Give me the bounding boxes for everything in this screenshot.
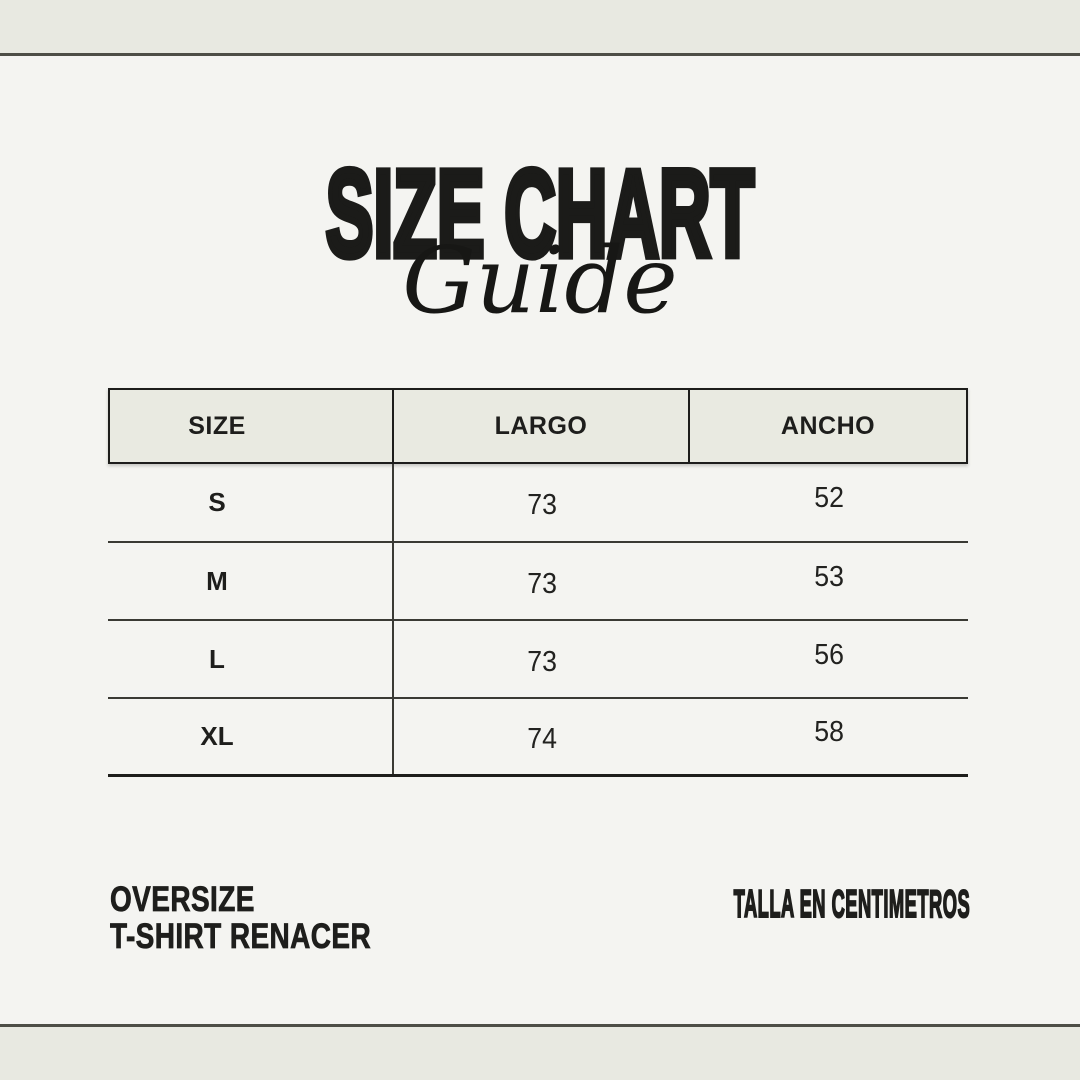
ancho-value: 58 [814,716,844,748]
largo-cell: 73 [394,621,690,697]
largo-value: 73 [527,645,557,678]
largo-cell: 74 [394,699,690,774]
size-table-header: SIZE LARGO ANCHO [108,388,968,464]
largo-value: 73 [527,489,557,521]
page-title: SIZE CHART [0,149,1080,280]
top-divider-line [0,53,1080,56]
top-band [0,0,1080,53]
unit-note: TALLA EN CENTIMETROS [733,883,970,926]
ancho-cell: 56 [690,621,968,697]
ancho-cell: 58 [690,699,968,774]
header-cell-size: SIZE [110,390,394,462]
page-subtitle-script: Guide [402,227,678,334]
product-name-line2: T-SHIRT RENACER [110,917,372,956]
product-name-line1: OVERSIZE [110,880,255,919]
size-cell: M [108,543,394,619]
ancho-value: 56 [814,638,844,671]
largo-value: 73 [527,567,557,600]
largo-value: 74 [527,723,557,755]
ancho-cell: 53 [690,543,968,619]
ancho-cell: 52 [690,464,968,541]
largo-cell: 73 [394,464,690,541]
table-row-xl: XL 74 58 [108,699,968,777]
page-title-text: SIZE CHART [324,145,757,284]
bottom-band [0,1027,1080,1080]
largo-cell: 73 [394,543,690,619]
size-cell: S [108,464,394,541]
header-cell-ancho: ANCHO [780,411,876,440]
size-cell: L [108,621,394,697]
ancho-value: 53 [814,560,844,593]
table-row-l: L 73 56 [108,621,968,699]
header-cell-largo: LARGO [394,390,690,462]
product-name: OVERSIZE T-SHIRT RENACER [110,880,372,956]
size-table: SIZE LARGO ANCHO S 73 52 M 73 53 L 73 56… [108,388,968,777]
table-row-s: S 73 52 [108,464,968,543]
bottom-divider-line [0,1024,1080,1027]
ancho-value: 52 [814,482,844,514]
size-cell: XL [108,699,394,774]
table-row-m: M 73 53 [108,543,968,621]
